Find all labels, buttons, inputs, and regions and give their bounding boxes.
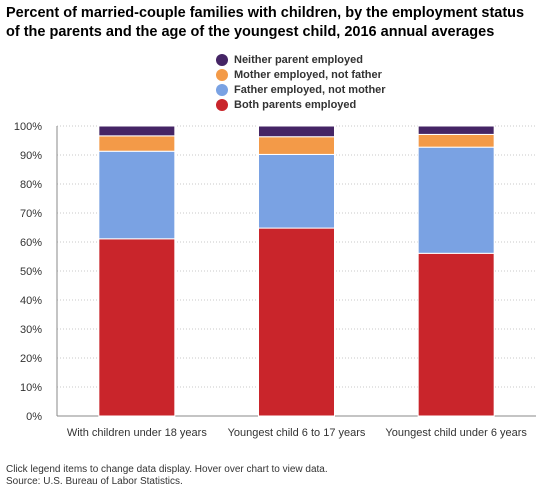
x-tick-label: Youngest child 6 to 17 years xyxy=(228,427,366,439)
bar-both-parents-employed-youngest-child-6-to-17-years[interactable] xyxy=(258,227,335,417)
bar-both-parents-employed-youngest-child-under-6-years[interactable] xyxy=(417,252,495,417)
y-tick-label: 0% xyxy=(26,411,42,423)
y-tick-label: 10% xyxy=(20,382,42,394)
y-tick-label: 80% xyxy=(20,179,42,191)
legend-item-father-employed-not-mother[interactable]: Father employed, not mother xyxy=(216,83,386,97)
bar-father-employed-not-mother-youngest-child-under-6-years[interactable] xyxy=(417,146,495,254)
legend-item-neither-parent-employed[interactable]: Neither parent employed xyxy=(216,53,386,67)
bar-mother-employed-not-father-youngest-child-under-6-years[interactable] xyxy=(417,133,495,148)
y-tick-label: 70% xyxy=(20,208,42,220)
legend-item-mother-employed-not-father[interactable]: Mother employed, not father xyxy=(216,68,386,82)
bar-both-parents-employed-with-children-under-18-years[interactable] xyxy=(98,238,176,417)
chart-legend: Neither parent employed Mother employed, … xyxy=(216,53,386,113)
y-tick-label: 40% xyxy=(20,295,42,307)
y-tick-label: 100% xyxy=(14,121,42,133)
bar-mother-employed-not-father-youngest-child-6-to-17-years[interactable] xyxy=(258,136,335,155)
legend-dot-mother-employed-not-father xyxy=(216,69,228,81)
y-tick-label: 50% xyxy=(20,266,42,278)
y-tick-label: 30% xyxy=(20,324,42,336)
chart-footer: Click legend items to change data displa… xyxy=(6,464,328,488)
chart-title: Percent of married-couple families with … xyxy=(6,4,538,42)
bar-mother-employed-not-father-with-children-under-18-years[interactable] xyxy=(98,135,176,152)
x-tick-label: Youngest child under 6 years xyxy=(385,427,527,439)
legend-label-both-parents-employed: Both parents employed xyxy=(234,99,357,111)
bar-neither-parent-employed-youngest-child-under-6-years[interactable] xyxy=(417,125,495,135)
y-tick-label: 90% xyxy=(20,150,42,162)
stacked-bar-chart[interactable]: 0% 10% 20% 30% 40% 50% 60% 70% 80% 90% 100% With ch… xyxy=(0,0,544,460)
y-tick-label: 20% xyxy=(20,353,42,365)
bar-neither-parent-employed-youngest-child-6-to-17-years[interactable] xyxy=(258,125,335,138)
bar-neither-parent-employed-with-children-under-18-years[interactable] xyxy=(98,125,176,137)
legend-dot-father-employed-not-mother xyxy=(216,84,228,96)
x-tick-label: With children under 18 years xyxy=(67,427,208,439)
bar-father-employed-not-mother-with-children-under-18-years[interactable] xyxy=(98,150,176,240)
legend-label-father-employed-not-mother: Father employed, not mother xyxy=(234,84,386,96)
y-tick-label: 60% xyxy=(20,237,42,249)
legend-label-neither-parent-employed: Neither parent employed xyxy=(234,54,363,66)
legend-dot-both-parents-employed xyxy=(216,99,228,111)
legend-item-both-parents-employed[interactable]: Both parents employed xyxy=(216,98,386,112)
bar-father-employed-not-mother-youngest-child-6-to-17-years[interactable] xyxy=(258,153,335,229)
footer-note: Click legend items to change data displa… xyxy=(6,464,328,475)
legend-label-mother-employed-not-father: Mother employed, not father xyxy=(234,69,382,81)
chart-title-line-2: of the parents and the age of the younge… xyxy=(6,24,495,40)
legend-dot-neither-parent-employed xyxy=(216,54,228,66)
chart-title-line-1: Percent of married-couple families with … xyxy=(6,5,525,21)
footer-source: Source: U.S. Bureau of Labor Statistics. xyxy=(6,476,183,487)
